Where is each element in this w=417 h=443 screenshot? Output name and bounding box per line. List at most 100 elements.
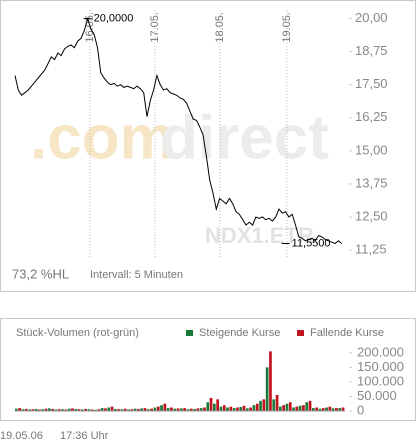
volume-bar	[107, 407, 111, 411]
volume-bar	[298, 405, 302, 411]
volume-bar	[18, 408, 21, 411]
volume-bar	[196, 408, 200, 411]
volume-bar	[100, 408, 104, 411]
volume-bar	[325, 407, 328, 411]
volume-bar	[21, 409, 25, 411]
volume-bar	[246, 408, 249, 411]
volume-bar	[275, 395, 279, 411]
volume-bar	[71, 408, 74, 411]
volume-bar	[183, 408, 186, 411]
volume-bar	[285, 403, 289, 411]
volume-bar	[28, 409, 31, 411]
volume-bar	[90, 409, 94, 411]
volume-bar	[84, 408, 87, 411]
y-tick-label: 13,75	[355, 175, 388, 190]
volume-bar	[140, 408, 144, 411]
volume-panel	[0, 318, 416, 421]
volume-bar	[302, 405, 305, 411]
volume-bar	[199, 408, 203, 411]
volume-bar	[34, 408, 38, 411]
volume-bar	[269, 351, 272, 411]
volume-bar	[209, 397, 213, 411]
volume-bar	[331, 408, 335, 411]
x-tick-label: 18.05.	[214, 12, 226, 43]
y-tick-label: 16,25	[355, 109, 388, 124]
volume-bar	[259, 400, 262, 411]
volume-bar	[292, 407, 295, 411]
volume-bar	[236, 407, 239, 411]
volume-bar	[94, 409, 97, 411]
volume-bar	[206, 402, 210, 411]
volume-bar	[143, 408, 147, 411]
volume-bar	[229, 406, 233, 411]
annotation: 20,0000	[94, 12, 134, 24]
volume-bar	[67, 408, 71, 411]
volume-bar	[97, 409, 101, 411]
y-tick-label: 15,00	[355, 142, 388, 157]
volume-bar	[150, 408, 153, 411]
volume-bar	[262, 399, 266, 411]
volume-bar	[74, 408, 78, 411]
y-tick-label: 100.000	[357, 373, 404, 388]
volume-bar	[133, 408, 137, 411]
volume-bar	[272, 399, 276, 411]
volume-bar	[130, 409, 134, 411]
volume-bar	[249, 407, 252, 411]
interval-note: Intervall: 5 Minuten	[90, 269, 183, 281]
volume-bar	[203, 407, 206, 411]
volume-bar	[54, 409, 58, 411]
volume-bar	[216, 399, 219, 411]
volume-bar	[114, 408, 117, 411]
volume-bar	[176, 408, 180, 411]
volume-bar	[163, 403, 167, 411]
legend-swatch	[186, 330, 193, 336]
volume-bar	[315, 407, 318, 411]
volume-bar	[48, 408, 51, 411]
legend-label: Fallende Kurse	[310, 327, 384, 339]
footer-time: 17:36 Uhr	[60, 430, 109, 442]
volume-bar	[81, 409, 84, 411]
volume-bar	[219, 406, 223, 411]
volume-bar	[153, 407, 157, 411]
legend-swatch	[297, 330, 304, 336]
volume-bar	[24, 408, 28, 411]
volume-bar	[308, 400, 312, 411]
volume-bar	[282, 405, 285, 411]
volume-bar	[127, 409, 130, 411]
volume-bar	[288, 402, 292, 411]
volume-bar	[341, 407, 345, 411]
volume-bar	[166, 408, 170, 411]
volume-bar	[232, 408, 236, 411]
volume-bar	[252, 405, 256, 411]
volume-bar	[318, 408, 322, 411]
volume-bar	[77, 409, 81, 411]
volume-bar	[189, 408, 193, 411]
volume-bar	[226, 407, 229, 411]
volume-bar	[180, 408, 183, 411]
volume-bar	[15, 408, 18, 411]
volume-bar	[87, 409, 91, 411]
volume-bar	[295, 406, 299, 411]
volume-bar	[328, 406, 332, 411]
volume-bar	[64, 409, 68, 411]
volume-bar	[41, 409, 45, 411]
y-tick-label: 20,00	[355, 10, 388, 25]
volume-bar	[193, 408, 196, 411]
volume-bar	[147, 409, 150, 411]
y-tick-label: 200.000	[357, 344, 404, 359]
volume-bar	[338, 408, 342, 411]
volume-bar	[38, 409, 41, 411]
volume-bar	[279, 406, 282, 411]
volume-bar	[242, 405, 246, 411]
watermark-com: .com	[30, 103, 175, 172]
volume-bar	[335, 408, 338, 411]
volume-bar	[104, 408, 107, 411]
x-tick-label: 17.05.	[149, 12, 161, 43]
range-note: 73,2 %HL	[12, 266, 69, 281]
volume-bar	[117, 409, 120, 411]
volume-bar	[57, 409, 61, 411]
volume-bar	[255, 403, 259, 411]
volume-bar	[173, 408, 177, 411]
